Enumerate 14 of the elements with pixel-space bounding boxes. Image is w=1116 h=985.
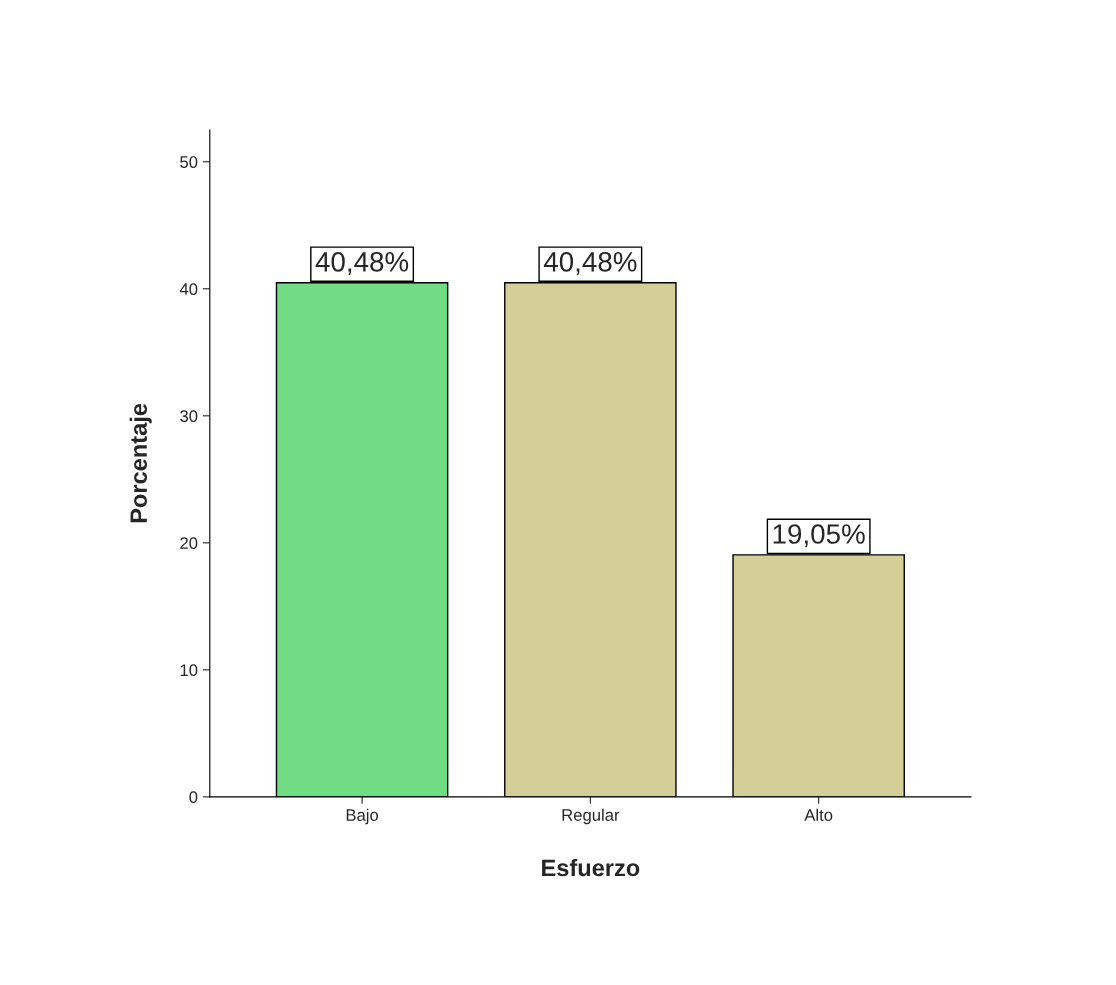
y-tick-label: 40 xyxy=(179,283,198,295)
data-label: 40,48% xyxy=(315,251,409,275)
y-tick-label: 20 xyxy=(180,537,198,550)
data-label: 40,48% xyxy=(543,251,637,275)
y-tick-label: 50 xyxy=(180,156,198,168)
data-label: 19,05% xyxy=(773,524,865,548)
x-tick-label: Alto xyxy=(804,808,833,821)
x-tick-label: Bajo xyxy=(346,808,379,825)
y-tick-label: 10 xyxy=(180,664,198,677)
y-tick-label: 0 xyxy=(189,791,198,804)
y-tick-label: 30 xyxy=(180,410,198,423)
x-axis-title: Esfuerzo xyxy=(542,858,640,877)
x-tick-label: Regular xyxy=(562,808,620,825)
y-axis-title: Porcentaje xyxy=(129,403,152,523)
